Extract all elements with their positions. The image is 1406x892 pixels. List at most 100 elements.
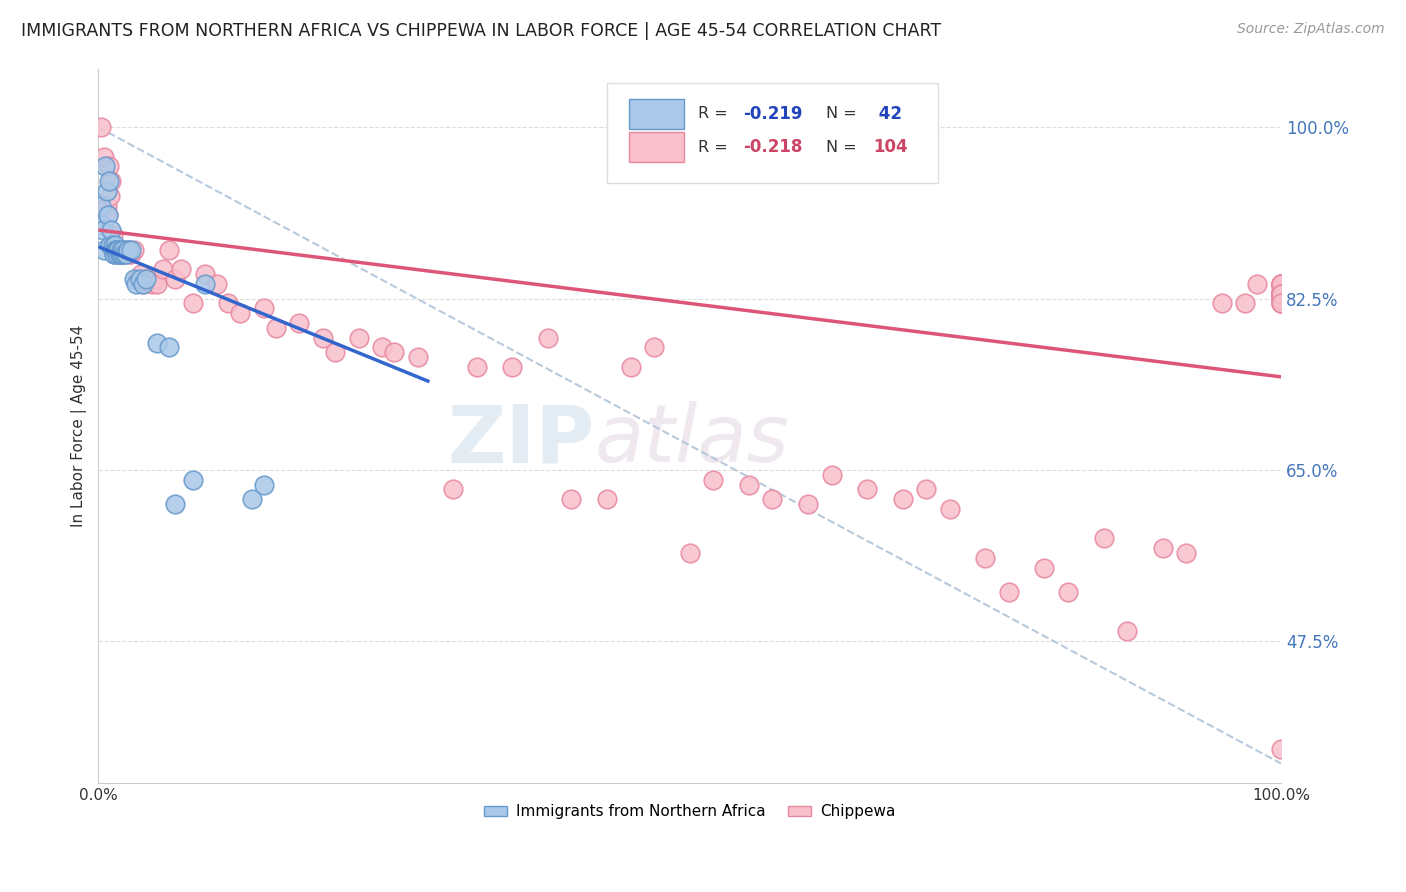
Point	[121, 247, 143, 261]
Text: ZIP: ZIP	[447, 401, 595, 479]
Point	[939, 502, 962, 516]
Point	[143, 272, 166, 286]
Point	[1211, 296, 1233, 310]
Point	[90, 198, 112, 212]
Point	[105, 243, 128, 257]
Point	[1033, 560, 1056, 574]
Point	[1270, 286, 1292, 301]
Point	[1270, 277, 1292, 291]
Point	[347, 331, 370, 345]
Point	[312, 331, 335, 345]
Point	[101, 227, 124, 242]
Point	[596, 492, 619, 507]
Point	[1270, 286, 1292, 301]
Point	[1270, 296, 1292, 310]
Text: R =: R =	[697, 140, 733, 154]
Point	[146, 335, 169, 350]
Point	[104, 243, 127, 257]
Point	[323, 345, 346, 359]
Point	[157, 243, 180, 257]
Point	[1270, 741, 1292, 756]
Point	[105, 243, 128, 257]
Point	[1175, 546, 1198, 560]
Point	[205, 277, 228, 291]
Point	[125, 277, 148, 291]
Point	[1270, 286, 1292, 301]
Point	[101, 237, 124, 252]
Point	[107, 243, 129, 257]
Point	[1270, 286, 1292, 301]
Point	[1270, 277, 1292, 291]
Point	[891, 492, 914, 507]
Point	[108, 247, 131, 261]
Point	[122, 243, 145, 257]
Point	[98, 237, 121, 252]
Point	[115, 243, 138, 257]
Point	[761, 492, 783, 507]
Text: -0.218: -0.218	[742, 138, 803, 156]
Point	[141, 277, 163, 291]
Point	[217, 296, 239, 310]
Point	[537, 331, 560, 345]
Point	[117, 243, 139, 257]
Point	[1270, 286, 1292, 301]
Point	[110, 247, 132, 261]
Point	[129, 267, 152, 281]
Point	[98, 160, 121, 174]
Text: N =: N =	[825, 140, 862, 154]
Point	[135, 272, 157, 286]
Point	[253, 477, 276, 491]
Text: 104: 104	[873, 138, 908, 156]
FancyBboxPatch shape	[607, 83, 938, 183]
Point	[111, 247, 134, 261]
Text: atlas: atlas	[595, 401, 790, 479]
Point	[93, 243, 115, 257]
Point	[100, 174, 122, 188]
Point	[165, 272, 187, 286]
Point	[702, 473, 724, 487]
Text: IMMIGRANTS FROM NORTHERN AFRICA VS CHIPPEWA IN LABOR FORCE | AGE 45-54 CORRELATI: IMMIGRANTS FROM NORTHERN AFRICA VS CHIPP…	[21, 22, 941, 40]
Point	[104, 237, 127, 252]
Point	[406, 351, 429, 365]
Point	[98, 188, 121, 202]
Point	[371, 341, 394, 355]
Point	[1270, 277, 1292, 291]
Point	[679, 546, 702, 560]
Text: N =: N =	[825, 106, 862, 121]
Point	[105, 247, 128, 261]
Point	[108, 247, 131, 261]
Point	[132, 277, 155, 291]
Point	[152, 262, 174, 277]
Text: 42: 42	[873, 104, 903, 122]
Point	[1270, 277, 1292, 291]
Point	[1270, 296, 1292, 310]
Point	[194, 277, 217, 291]
Point	[122, 272, 145, 286]
Point	[111, 247, 134, 261]
Point	[114, 247, 136, 261]
Point	[112, 243, 135, 257]
Point	[157, 341, 180, 355]
Point	[146, 277, 169, 291]
Point	[1270, 282, 1292, 296]
Point	[117, 243, 139, 257]
Point	[1270, 286, 1292, 301]
Point	[96, 184, 118, 198]
Point	[1270, 286, 1292, 301]
FancyBboxPatch shape	[630, 98, 683, 128]
Point	[1270, 286, 1292, 301]
Point	[97, 208, 120, 222]
Point	[1092, 532, 1115, 546]
Point	[465, 359, 488, 374]
Point	[253, 301, 276, 316]
Point	[96, 198, 118, 212]
Text: R =: R =	[697, 106, 733, 121]
Point	[820, 467, 842, 482]
Text: -0.219: -0.219	[742, 104, 803, 122]
Point	[121, 243, 143, 257]
Point	[105, 243, 128, 257]
Point	[181, 296, 204, 310]
Point	[128, 272, 150, 286]
Y-axis label: In Labor Force | Age 45-54: In Labor Force | Age 45-54	[72, 325, 87, 527]
Point	[1234, 296, 1257, 310]
